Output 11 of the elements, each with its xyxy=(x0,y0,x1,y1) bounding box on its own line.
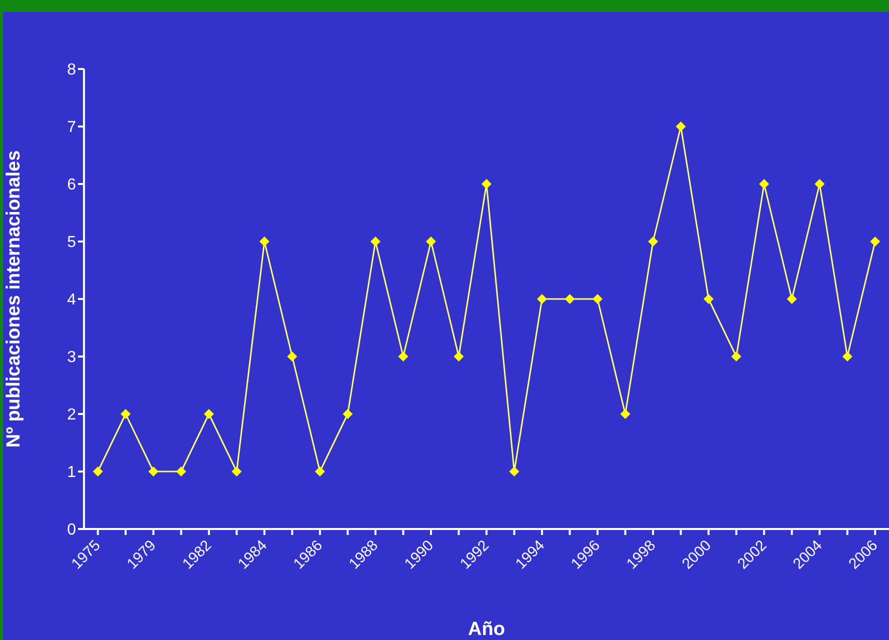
y-tick-label: 3 xyxy=(67,349,76,366)
y-tick-label: 5 xyxy=(67,234,76,252)
y-axis-title: Nº publicaciones internacionales xyxy=(4,150,25,448)
y-tick-label: 4 xyxy=(67,292,76,309)
y-tick-label: 0 xyxy=(67,522,76,539)
y-tick-label: 2 xyxy=(67,406,76,424)
y-tick-label: 1 xyxy=(67,464,76,482)
x-axis-title: Año xyxy=(468,619,505,640)
y-tick-label: 7 xyxy=(67,119,76,136)
y-tick-label: 6 xyxy=(67,176,76,194)
y-tick-label: 8 xyxy=(67,62,76,79)
